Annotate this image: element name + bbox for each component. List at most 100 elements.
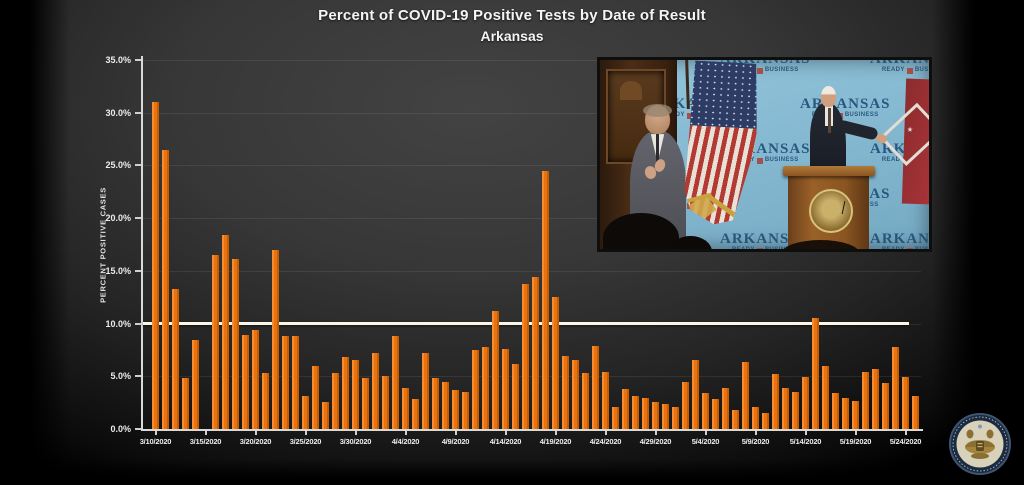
left-black-edge xyxy=(0,0,70,485)
bar xyxy=(812,318,819,429)
bar xyxy=(452,390,459,429)
gridline xyxy=(143,165,921,167)
y-axis-tick-label: 0.0% xyxy=(110,424,131,434)
arkansas-flag-star: ★ xyxy=(906,126,914,135)
ready-for-business-logo xyxy=(906,247,913,249)
y-axis-line xyxy=(141,56,143,431)
arkansas-state-seal xyxy=(949,413,1011,475)
bar xyxy=(852,400,859,429)
bar xyxy=(662,403,669,429)
bar xyxy=(692,360,699,429)
y-axis-title: PERCENT POSITIVE CASES xyxy=(98,187,108,303)
y-axis-tick-label: 5.0% xyxy=(110,371,131,382)
x-axis-tick xyxy=(404,431,407,435)
y-axis-tick-label: 10.0% xyxy=(105,318,131,329)
bar xyxy=(642,398,649,429)
x-axis-tick xyxy=(604,431,607,435)
bar xyxy=(512,363,519,429)
audience-silhouette xyxy=(603,213,679,249)
bar xyxy=(312,365,319,429)
governor-hand xyxy=(875,132,889,145)
backdrop-brand-text: ARKANSAS xyxy=(870,57,930,67)
bar xyxy=(742,361,749,429)
bar xyxy=(672,406,679,429)
bar xyxy=(892,346,899,429)
bar xyxy=(462,392,469,429)
bar xyxy=(542,170,549,429)
bar xyxy=(192,340,199,429)
ready-for-business-logo xyxy=(756,157,763,164)
bar xyxy=(212,255,219,429)
plot-area: 35.0% 30.0% 25.0% 20.0% 15.0% 10.0% 5.0% 0.0% 3/… xyxy=(105,55,923,446)
x-axis-tick xyxy=(254,431,257,435)
y-axis-tick-label: 25.0% xyxy=(105,160,131,171)
bar xyxy=(492,310,499,429)
y-axis-tick xyxy=(135,217,141,220)
right-black-edge xyxy=(932,0,1024,485)
bar xyxy=(352,360,359,429)
governor-head xyxy=(821,85,837,107)
bar xyxy=(332,373,339,429)
us-flag-canton xyxy=(688,60,760,129)
podium xyxy=(782,165,875,249)
bar xyxy=(392,336,399,429)
bar xyxy=(282,336,289,429)
gridline xyxy=(143,270,921,272)
bar xyxy=(622,388,629,429)
chart-title: Percent of COVID-19 Positive Tests by Da… xyxy=(0,7,1024,44)
bar xyxy=(882,382,889,429)
bar xyxy=(522,283,529,429)
bar xyxy=(732,410,739,429)
arkansas-flag: ★ xyxy=(879,78,929,205)
interpreter-tie xyxy=(655,134,660,169)
bar xyxy=(842,398,849,429)
gridline xyxy=(143,218,921,220)
y-axis-tick-label: 35.0% xyxy=(105,55,131,65)
x-axis-tick xyxy=(704,431,707,435)
ready-for-business-logo xyxy=(756,247,763,249)
podium-top xyxy=(782,165,875,176)
bar xyxy=(302,396,309,429)
bar xyxy=(612,406,619,429)
gridline xyxy=(143,60,921,61)
audience-silhouette xyxy=(669,235,712,249)
x-axis-tick xyxy=(904,431,907,435)
interpreter-hair xyxy=(643,103,673,117)
bar xyxy=(482,346,489,429)
governor-tie xyxy=(828,107,832,133)
x-axis-tick-label: 3/25/2020 xyxy=(289,437,322,446)
x-axis-tick xyxy=(154,431,157,435)
y-axis-tick xyxy=(135,322,141,325)
audience-silhouette xyxy=(780,239,860,249)
y-axis-tick-label: 20.0% xyxy=(105,213,131,224)
bar xyxy=(902,377,909,429)
chart-title-line2: Arkansas xyxy=(480,28,544,44)
x-axis-tick xyxy=(804,431,807,435)
bar xyxy=(372,353,379,429)
x-axis-tick-label: 5/4/2020 xyxy=(691,437,720,446)
bar xyxy=(832,393,839,429)
podium-seal xyxy=(808,189,853,234)
bar xyxy=(322,401,329,429)
bar xyxy=(592,345,599,429)
bar xyxy=(532,277,539,429)
x-axis-tick-label: 3/10/2020 xyxy=(139,437,172,446)
x-axis-tick xyxy=(654,431,657,435)
bar xyxy=(792,392,799,429)
y-axis-tick-label: 15.0% xyxy=(105,265,131,276)
bar xyxy=(562,356,569,429)
x-axis-tick-label: 4/14/2020 xyxy=(489,437,522,446)
x-axis-tick-label: 5/14/2020 xyxy=(789,437,822,446)
x-axis-tick xyxy=(504,431,507,435)
bar xyxy=(172,288,179,429)
bar xyxy=(752,406,759,429)
bar xyxy=(582,373,589,429)
bar xyxy=(772,374,779,429)
y-axis-tick xyxy=(135,111,141,114)
wood-arch-detail xyxy=(620,80,642,101)
ready-for-business-logo xyxy=(906,67,913,74)
bar xyxy=(572,360,579,429)
